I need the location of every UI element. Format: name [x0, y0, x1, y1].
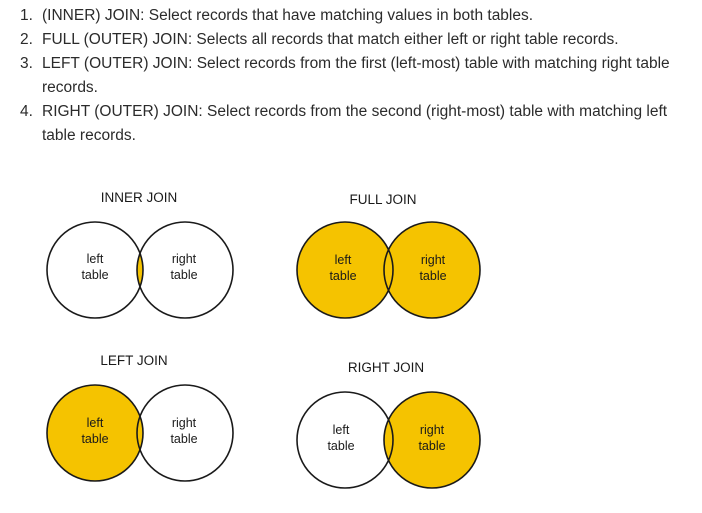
- left-join-right-circle: [137, 385, 233, 481]
- list-item-number: 1.: [20, 7, 33, 24]
- inner-join-title: INNER JOIN: [101, 190, 178, 205]
- right-join-right-label-2: table: [418, 439, 445, 453]
- left-join-right-label-2: table: [170, 432, 197, 446]
- full-join-diagram: FULL JOIN left table right table: [296, 192, 481, 319]
- right-join-left-label-2: table: [327, 439, 354, 453]
- list-item-number: 2.: [20, 31, 33, 48]
- list-item: 3. LEFT (OUTER) JOIN: Select records fro…: [20, 52, 695, 100]
- list-item: 1. (INNER) JOIN: Select records that hav…: [20, 4, 695, 28]
- list-item-number: 4.: [20, 103, 33, 120]
- list-item-text: (INNER) JOIN: Select records that have m…: [42, 7, 534, 24]
- list-item-text: LEFT (OUTER) JOIN: Select records from t…: [42, 55, 670, 96]
- left-join-left-outline: [46, 384, 144, 482]
- full-left-circle: [297, 222, 393, 318]
- full-left-label-2: table: [329, 269, 356, 283]
- full-right-circle: [384, 222, 480, 318]
- list-item-number: 3.: [20, 55, 33, 72]
- inner-right-outline: [136, 221, 234, 319]
- inner-right-circle: [137, 222, 233, 318]
- inner-left-outline: [46, 221, 144, 319]
- full-right-outline: [383, 221, 481, 319]
- list-item-text: RIGHT (OUTER) JOIN: Select records from …: [42, 103, 668, 144]
- join-types-list: 1. (INNER) JOIN: Select records that hav…: [20, 4, 695, 148]
- left-join-diagram: LEFT JOIN left table right table: [46, 353, 234, 482]
- left-join-right-label-1: right: [172, 416, 197, 430]
- list-item: 2. FULL (OUTER) JOIN: Selects all record…: [20, 28, 695, 52]
- full-join-title: FULL JOIN: [349, 192, 416, 207]
- left-join-left-label-2: table: [81, 432, 108, 446]
- full-right-label-2: table: [419, 269, 446, 283]
- right-join-left-label-1: left: [333, 423, 350, 437]
- list-item: 4. RIGHT (OUTER) JOIN: Select records fr…: [20, 100, 695, 148]
- right-join-diagram: RIGHT JOIN left table right table: [296, 360, 481, 489]
- full-left-label-1: left: [335, 253, 352, 267]
- left-join-title: LEFT JOIN: [100, 353, 167, 368]
- right-join-title: RIGHT JOIN: [348, 360, 424, 375]
- full-right-label-1: right: [421, 253, 446, 267]
- left-join-left-label-1: left: [87, 416, 104, 430]
- inner-left-label-2: table: [81, 268, 108, 282]
- right-join-right-circle: [384, 392, 480, 488]
- left-join-right-outline: [136, 384, 234, 482]
- right-join-right-outline: [383, 391, 481, 489]
- inner-right-label-1: right: [172, 252, 197, 266]
- right-join-left-circle: [297, 392, 393, 488]
- full-left-outline: [296, 221, 394, 319]
- inner-join-diagram: INNER JOIN left table right table: [46, 190, 234, 319]
- inner-left-circle: [47, 222, 143, 318]
- inner-overlap-region: [137, 222, 143, 318]
- right-join-left-outline: [296, 391, 394, 489]
- inner-right-label-2: table: [170, 268, 197, 282]
- right-join-right-label-1: right: [420, 423, 445, 437]
- left-join-left-circle: [47, 385, 143, 481]
- inner-left-label-1: left: [87, 252, 104, 266]
- list-item-text: FULL (OUTER) JOIN: Selects all records t…: [42, 31, 619, 48]
